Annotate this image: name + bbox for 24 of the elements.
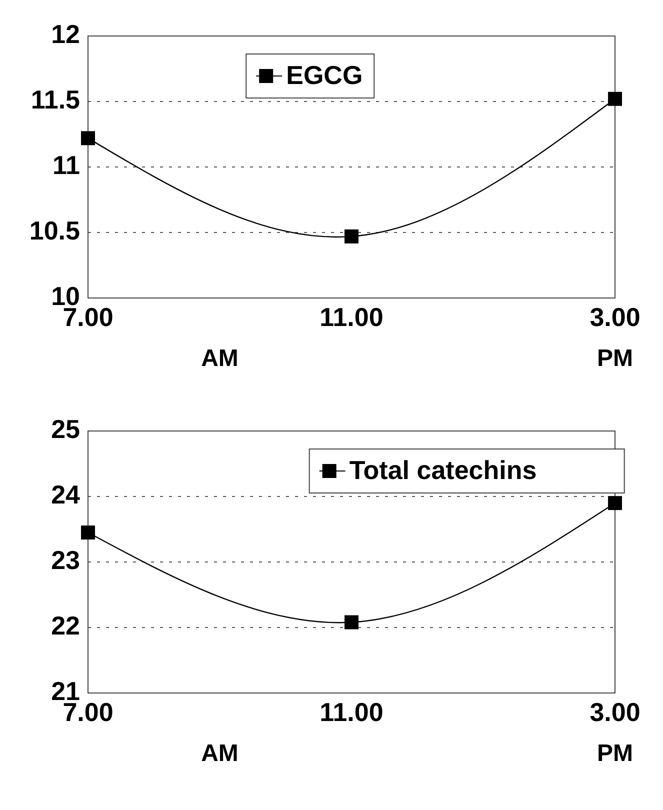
point bbox=[608, 92, 622, 106]
y-tick-label: 25 bbox=[51, 414, 80, 444]
x-tick-label: 11.00 bbox=[320, 302, 384, 332]
y-tick-label: 24 bbox=[51, 479, 81, 510]
point bbox=[344, 615, 358, 630]
point bbox=[81, 131, 95, 146]
x-tick-label: 3.00 bbox=[590, 697, 640, 727]
text: PM bbox=[597, 345, 633, 372]
point bbox=[344, 229, 358, 244]
y-tick-label: 10.5 bbox=[29, 215, 80, 246]
y-tick-label: 11.5 bbox=[30, 84, 80, 114]
x-tick-label: 11.00 bbox=[320, 697, 384, 727]
text: AM bbox=[201, 740, 238, 767]
y-tick-label: 11 bbox=[52, 150, 80, 180]
point bbox=[81, 526, 95, 540]
text: PM bbox=[597, 740, 633, 767]
x-tick-label: 3.00 bbox=[590, 302, 640, 332]
y-tick-label: 22 bbox=[51, 610, 80, 640]
legend-label: EGCG bbox=[286, 60, 363, 90]
y-tick-label: 23 bbox=[51, 544, 80, 575]
point bbox=[608, 496, 622, 510]
text: AM bbox=[201, 345, 238, 372]
legend-label: Total catechins bbox=[349, 454, 537, 485]
y-tick-label: 12 bbox=[51, 18, 80, 49]
